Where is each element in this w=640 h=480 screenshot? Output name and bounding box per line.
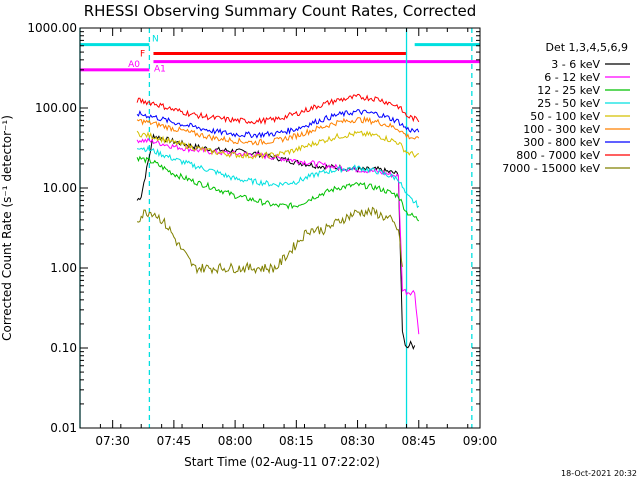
series-8 bbox=[136, 206, 403, 275]
x-axis: 07:30 07:45 08:00 08:15 08:30 08:45 09:00 bbox=[79, 28, 498, 448]
y-tick-label: 0.10 bbox=[50, 341, 77, 355]
legend-entry-label: 3 - 6 keV bbox=[551, 58, 600, 71]
series-2 bbox=[136, 155, 420, 222]
y-tick-label: 1.00 bbox=[50, 261, 77, 275]
y-tick-label: 1000.00 bbox=[27, 21, 77, 35]
series-line bbox=[136, 133, 416, 350]
flag-bar-a1 bbox=[153, 60, 480, 64]
series-3 bbox=[136, 145, 420, 209]
series-line bbox=[136, 206, 403, 275]
series-line bbox=[136, 137, 420, 335]
flag-bar-n bbox=[414, 43, 480, 47]
plot-frame bbox=[79, 27, 481, 429]
vlines-layer bbox=[79, 28, 473, 428]
x-tick-label: 09:00 bbox=[463, 434, 498, 448]
legend-title: Det 1,3,4,5,6,9 bbox=[545, 41, 628, 54]
legend-entry-label: 12 - 25 keV bbox=[537, 84, 600, 97]
y-tick-label: 10.00 bbox=[43, 181, 77, 195]
legend-entry-label: 25 - 50 keV bbox=[537, 97, 600, 110]
legend-entry-label: 800 - 7000 keV bbox=[516, 149, 600, 162]
legend-entry-label: 300 - 800 keV bbox=[523, 136, 600, 149]
flag-label-f: F bbox=[140, 50, 145, 60]
x-tick-label: 08:30 bbox=[340, 434, 375, 448]
x-tick-label: 08:00 bbox=[218, 434, 253, 448]
x-tick-label: 07:45 bbox=[157, 434, 192, 448]
flag-bar-f bbox=[153, 52, 407, 56]
y-axis: 0.01 0.10 1.00 10.00 100.00 1000.00 bbox=[27, 21, 480, 435]
series-4 bbox=[136, 130, 420, 160]
y-tick-label: 100.00 bbox=[35, 101, 77, 115]
series-1 bbox=[136, 137, 420, 335]
x-tick-label: 08:45 bbox=[401, 434, 436, 448]
flag-bar-a0 bbox=[80, 68, 150, 72]
series-layer bbox=[136, 93, 420, 350]
series-line bbox=[136, 130, 420, 160]
y-axis-label: Corrected Count Rate (s⁻¹ detector⁻¹) bbox=[0, 115, 14, 341]
flag-label-n: N bbox=[152, 35, 159, 45]
x-axis-label: Start Time (02-Aug-11 07:22:02) bbox=[184, 455, 380, 469]
series-line bbox=[136, 115, 420, 146]
chart-title: RHESSI Observing Summary Count Rates, Co… bbox=[84, 2, 477, 20]
legend-entry-label: 100 - 300 keV bbox=[523, 123, 600, 136]
flag-label-a0: A0 bbox=[128, 60, 140, 70]
x-tick-label: 08:15 bbox=[279, 434, 314, 448]
series-0 bbox=[136, 133, 416, 350]
series-5 bbox=[136, 115, 420, 146]
series-7 bbox=[136, 93, 420, 126]
series-line bbox=[136, 145, 420, 209]
timestamp: 18-Oct-2021 20:32 bbox=[561, 469, 637, 478]
flag-label-a1: A1 bbox=[154, 65, 166, 75]
x-tick-label: 07:30 bbox=[95, 434, 130, 448]
legend-entry-label: 6 - 12 keV bbox=[544, 71, 600, 84]
legend-entry-label: 50 - 100 keV bbox=[530, 110, 600, 123]
series-6 bbox=[136, 109, 420, 139]
series-line bbox=[136, 155, 420, 222]
flag-bar-n bbox=[80, 43, 150, 47]
y-tick-label: 0.01 bbox=[50, 421, 77, 435]
series-line bbox=[136, 93, 420, 126]
series-line bbox=[136, 109, 420, 139]
legend-entry-label: 7000 - 15000 keV bbox=[502, 162, 600, 175]
